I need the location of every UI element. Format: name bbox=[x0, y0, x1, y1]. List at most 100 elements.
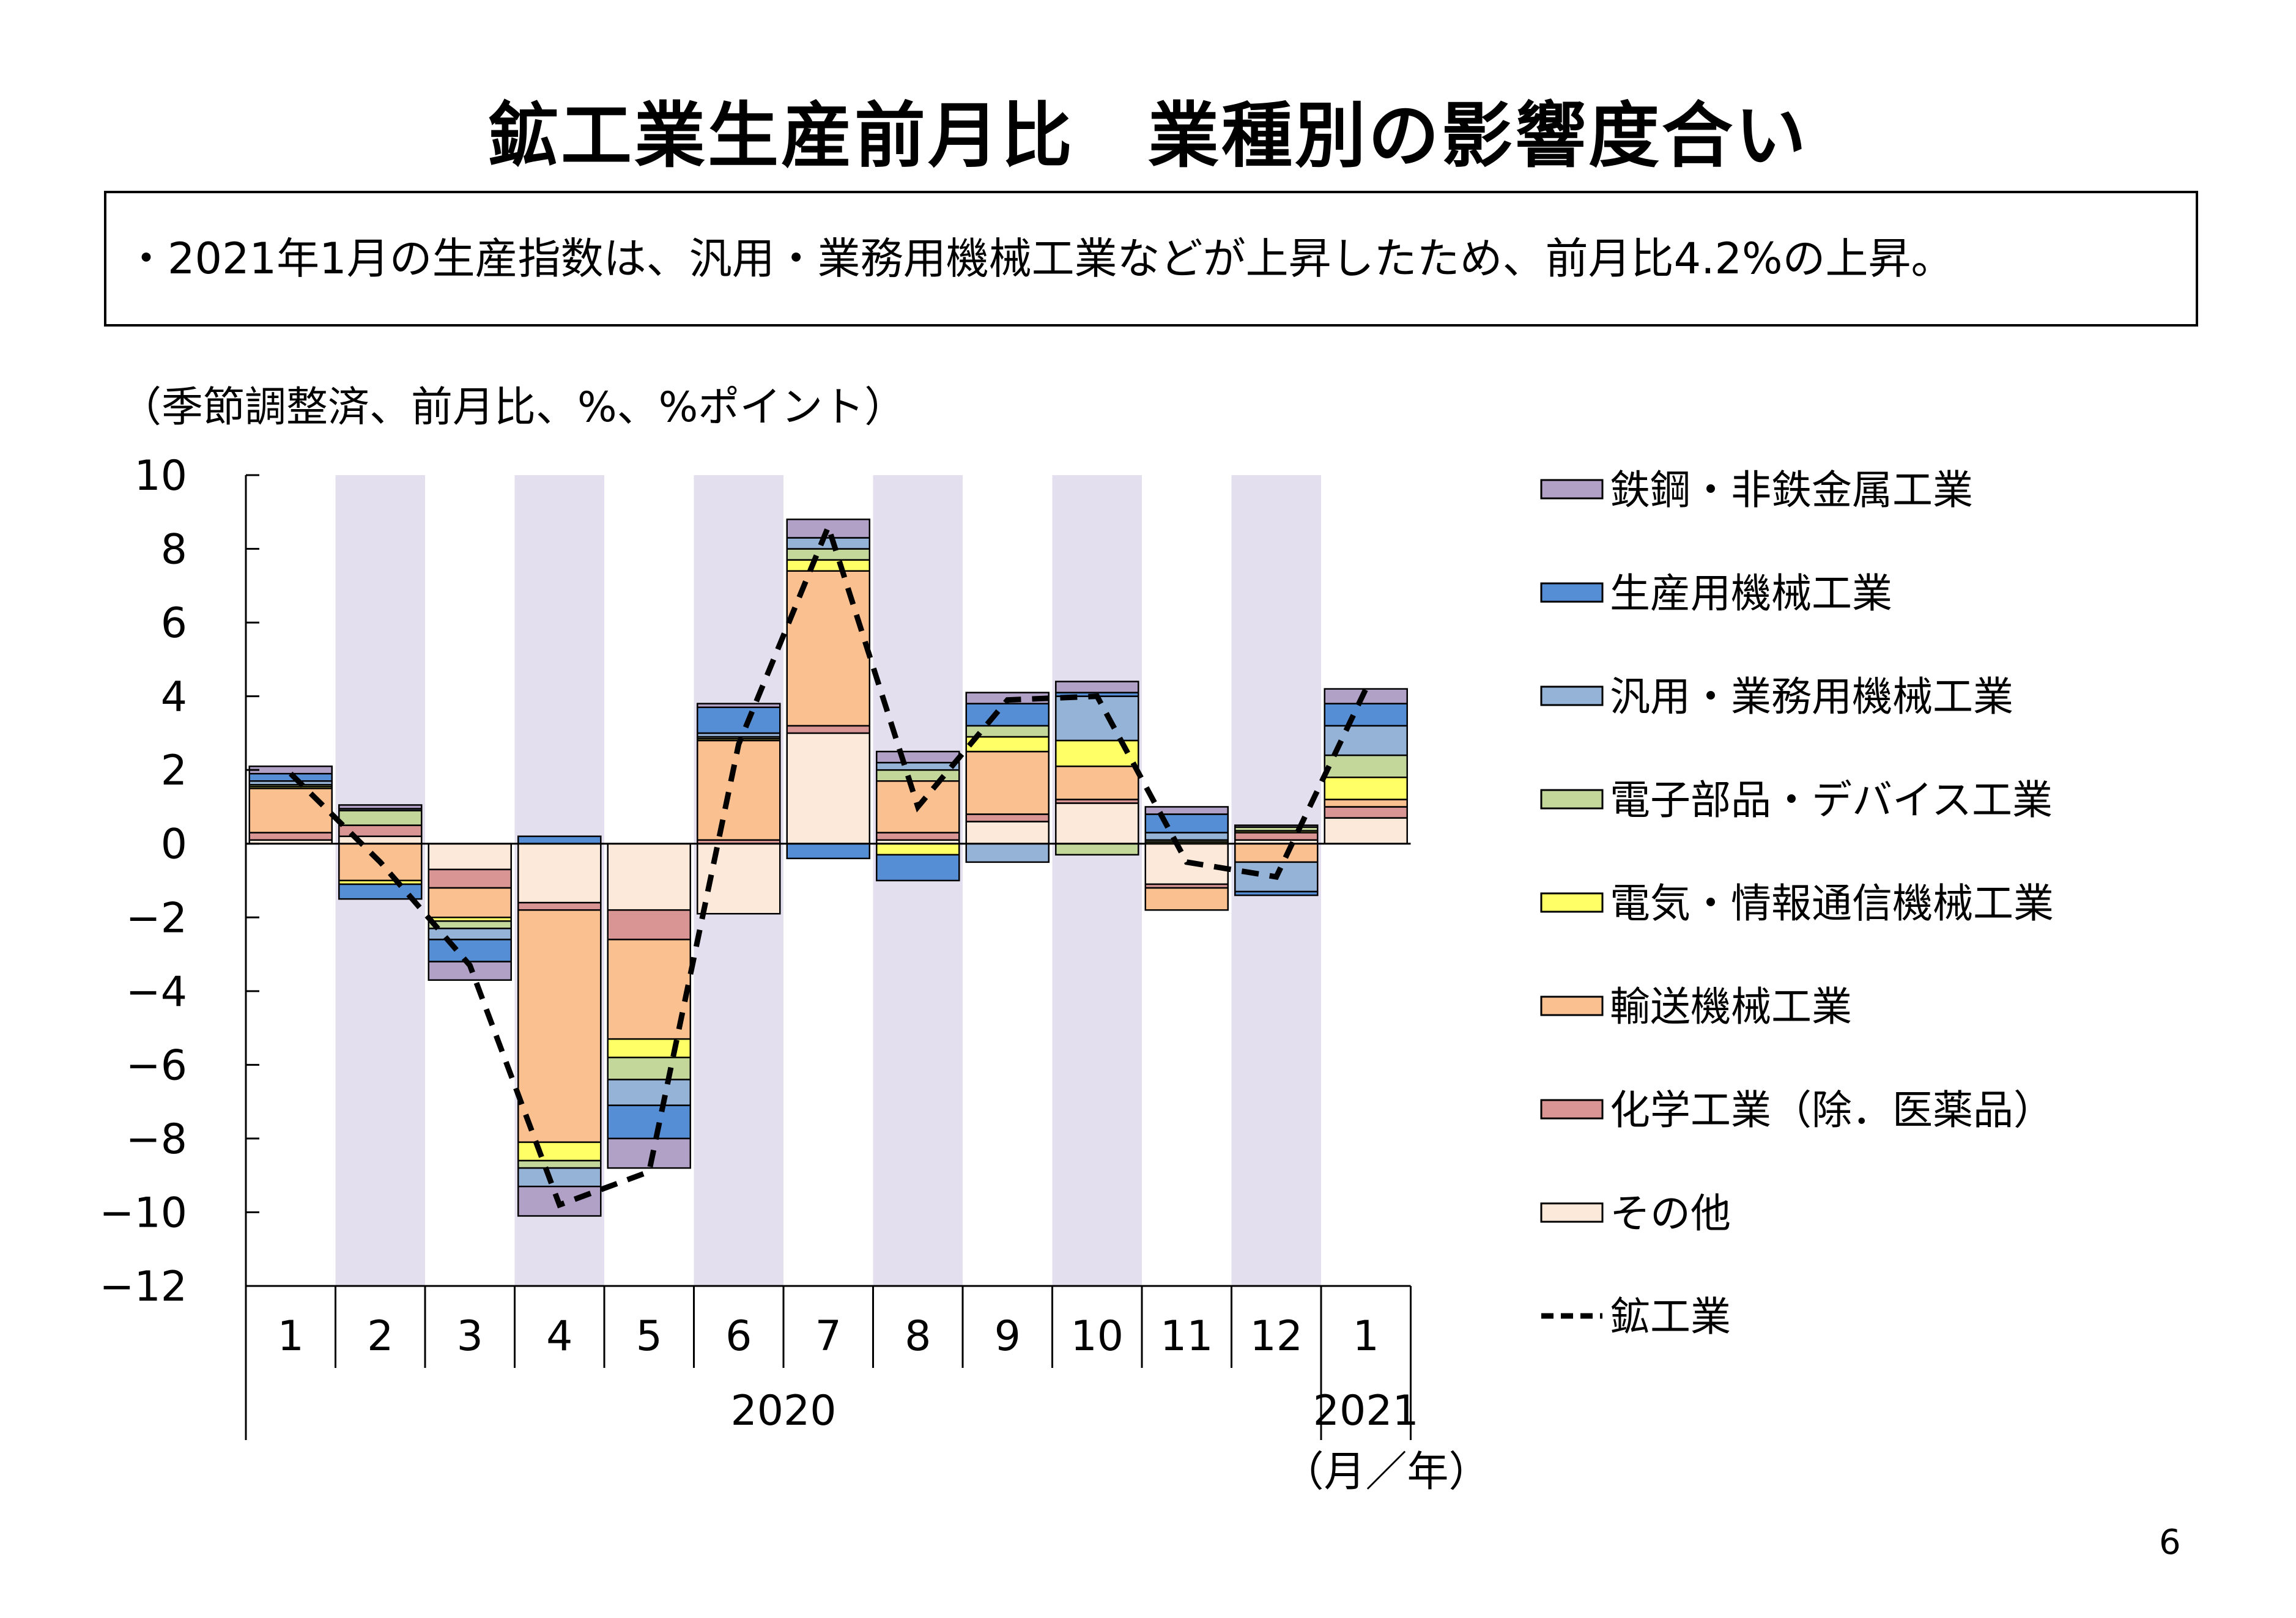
x-tick-label: 7 bbox=[815, 1312, 842, 1361]
bar-segment bbox=[876, 750, 960, 764]
y-tick-label: 8 bbox=[161, 526, 187, 574]
legend-swatch bbox=[1540, 479, 1604, 500]
bar-segment bbox=[607, 1079, 691, 1106]
bar-segment bbox=[1055, 802, 1139, 844]
bar-segment bbox=[876, 761, 960, 771]
legend-label: 輸送機械工業 bbox=[1610, 983, 1852, 1030]
bar-segment bbox=[1234, 890, 1319, 896]
bar-segment bbox=[786, 537, 870, 550]
bar-segment bbox=[1055, 843, 1139, 856]
bar-segment bbox=[1144, 813, 1229, 833]
legend-label: その他 bbox=[1610, 1190, 1731, 1237]
y-tick-label: −10 bbox=[99, 1189, 187, 1237]
bar-segment bbox=[965, 736, 1050, 753]
legend-label: 鉄鋼・非鉄金属工業 bbox=[1610, 467, 1973, 514]
legend-swatch bbox=[1540, 685, 1604, 706]
page-number: 6 bbox=[2159, 1523, 2181, 1562]
bar-segment bbox=[786, 732, 870, 844]
bar-segment bbox=[786, 519, 870, 539]
bar-segment bbox=[1324, 806, 1408, 819]
x-tick-label: 5 bbox=[636, 1312, 662, 1361]
year-label: 2020 bbox=[730, 1387, 836, 1435]
bar-segment bbox=[965, 813, 1050, 822]
x-tick-label: 10 bbox=[1070, 1312, 1124, 1361]
bar-segment bbox=[607, 843, 691, 911]
bar-segment bbox=[428, 868, 512, 889]
bar-segment bbox=[965, 843, 1050, 863]
units-note: （季節調整済、前月比、%、%ポイント） bbox=[120, 383, 906, 432]
bar-segment bbox=[517, 901, 602, 911]
bar-segment bbox=[965, 750, 1050, 815]
bar-segment bbox=[876, 832, 960, 841]
legend-label: 電気・情報通信機械工業 bbox=[1610, 880, 2054, 927]
bar-segment bbox=[1324, 776, 1408, 800]
legend-swatch bbox=[1540, 789, 1604, 810]
bar-segment bbox=[428, 928, 512, 940]
x-tick-label: 6 bbox=[725, 1312, 752, 1361]
y-tick-label: −4 bbox=[126, 968, 187, 1016]
x-tick-label: 4 bbox=[546, 1312, 572, 1361]
y-tick-label: −12 bbox=[99, 1263, 187, 1311]
x-tick-label: 9 bbox=[994, 1312, 1021, 1361]
legend: 鉄鋼・非鉄金属工業生産用機械工業汎用・業務用機械工業電子部品・デバイス工業電気・… bbox=[1540, 467, 2054, 1340]
x-axis-title: （月／年） bbox=[1282, 1448, 1490, 1496]
x-tick-label: 11 bbox=[1160, 1312, 1213, 1361]
legend-swatch bbox=[1540, 1202, 1604, 1223]
bar-segment bbox=[1324, 754, 1408, 778]
y-tick-label: 6 bbox=[161, 599, 187, 648]
bar-segment bbox=[248, 765, 333, 775]
y-tick-label: −6 bbox=[126, 1041, 187, 1090]
bar-segment bbox=[1324, 799, 1408, 808]
bar-segment bbox=[428, 920, 512, 929]
year-label: 2021 bbox=[1313, 1387, 1419, 1435]
bar-segment bbox=[607, 1104, 691, 1140]
y-tick-label: −2 bbox=[126, 894, 187, 942]
bar-segment bbox=[1324, 817, 1408, 844]
bar-segment bbox=[517, 1167, 602, 1188]
bar-segment bbox=[1324, 703, 1408, 727]
bar-segment bbox=[517, 835, 602, 844]
bar-segment bbox=[786, 725, 870, 734]
y-tick-label: 10 bbox=[134, 452, 187, 500]
legend-swatch bbox=[1540, 582, 1604, 603]
bar-segment bbox=[965, 821, 1050, 844]
bar-segment bbox=[338, 810, 423, 826]
bar-segment bbox=[1144, 887, 1229, 911]
bar-segment bbox=[1234, 824, 1319, 828]
bar-segment bbox=[786, 559, 870, 572]
bar-segment bbox=[697, 703, 781, 708]
legend-swatch bbox=[1540, 1099, 1604, 1120]
x-tick-label: 2 bbox=[367, 1312, 393, 1361]
bar-layer bbox=[248, 519, 1408, 1217]
x-tick-label: 1 bbox=[278, 1312, 304, 1361]
x-tick-label: 1 bbox=[1353, 1312, 1379, 1361]
bar-segment bbox=[248, 832, 333, 841]
bar-segment bbox=[1234, 843, 1319, 863]
legend-swatch bbox=[1540, 892, 1604, 913]
legend-label: 生産用機械工業 bbox=[1610, 570, 1892, 617]
bar-segment bbox=[1055, 765, 1139, 800]
x-tick-label: 12 bbox=[1250, 1312, 1303, 1361]
bar-segment bbox=[517, 1159, 602, 1169]
bar-segment bbox=[517, 843, 602, 904]
legend-label: 電子部品・デバイス工業 bbox=[1610, 777, 2053, 824]
summary-box: ・2021年1月の生産指数は、汎用・業務用機械工業などが上昇したため、前月比4.… bbox=[104, 191, 2198, 327]
bar-segment bbox=[517, 1141, 602, 1162]
bar-segment bbox=[1144, 832, 1229, 841]
bar-segment bbox=[786, 843, 870, 860]
bar-segment bbox=[607, 1057, 691, 1081]
total-line bbox=[289, 519, 1369, 1209]
bar-segment bbox=[338, 804, 423, 810]
x-tick-label: 3 bbox=[457, 1312, 483, 1361]
bar-segment bbox=[876, 854, 960, 882]
bar-segment bbox=[1055, 681, 1139, 693]
page-title: 鉱工業生産前月比 業種別の影響度合い bbox=[487, 95, 1809, 177]
bar-segment bbox=[697, 706, 781, 734]
legend-label: 鉱工業 bbox=[1610, 1293, 1731, 1340]
y-tick-label: 0 bbox=[161, 821, 187, 869]
summary-text: ・2021年1月の生産指数は、汎用・業務用機械工業などが上昇したため、前月比4.… bbox=[125, 234, 1954, 284]
legend-label: 化学工業（除．医薬品） bbox=[1610, 1087, 2054, 1134]
legend-swatch bbox=[1540, 996, 1604, 1016]
